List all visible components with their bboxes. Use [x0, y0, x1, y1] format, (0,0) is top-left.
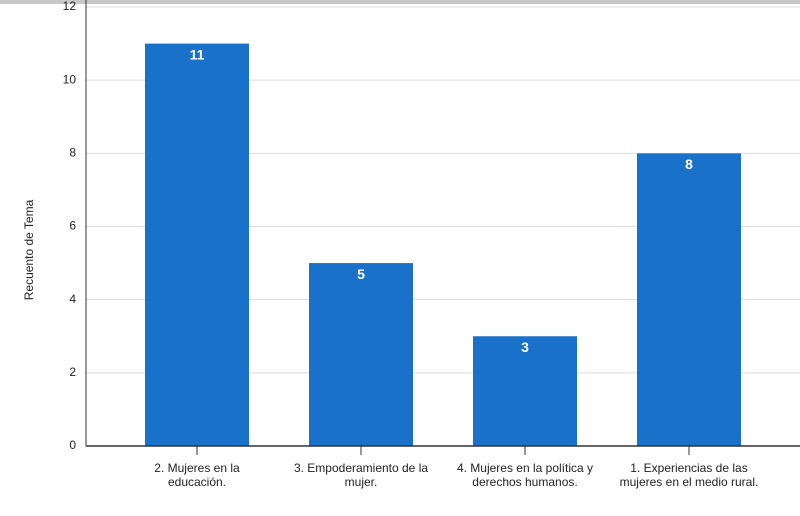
- y-tick-label: 12: [63, 0, 77, 13]
- y-axis-title: Recuento de Tema: [22, 199, 36, 300]
- bar: [637, 153, 741, 447]
- y-tick-label: 0: [69, 438, 76, 452]
- data-label: 3: [521, 339, 529, 355]
- x-tick-label: 4. Mujeres en la política y derechos hum…: [456, 461, 594, 489]
- bar: [309, 263, 413, 446]
- top-bar: [0, 0, 800, 4]
- x-tick-label: 2. Mujeres en la educación.: [154, 461, 240, 489]
- data-label: 11: [190, 46, 205, 62]
- y-tick-label: 8: [69, 146, 76, 160]
- data-label: 8: [685, 156, 693, 172]
- y-tick-label: 6: [69, 219, 76, 233]
- bar: [473, 336, 577, 446]
- x-tick-label: 1. Experiencias de las mujeres en el med…: [619, 461, 759, 489]
- x-tick-label: 3. Empoderamiento de la mujer.: [293, 461, 429, 489]
- y-tick-label: 4: [69, 292, 76, 306]
- bar: [145, 43, 249, 446]
- y-tick-label: 10: [63, 72, 77, 86]
- y-tick-label: 2: [69, 365, 76, 379]
- data-label: 5: [357, 266, 365, 282]
